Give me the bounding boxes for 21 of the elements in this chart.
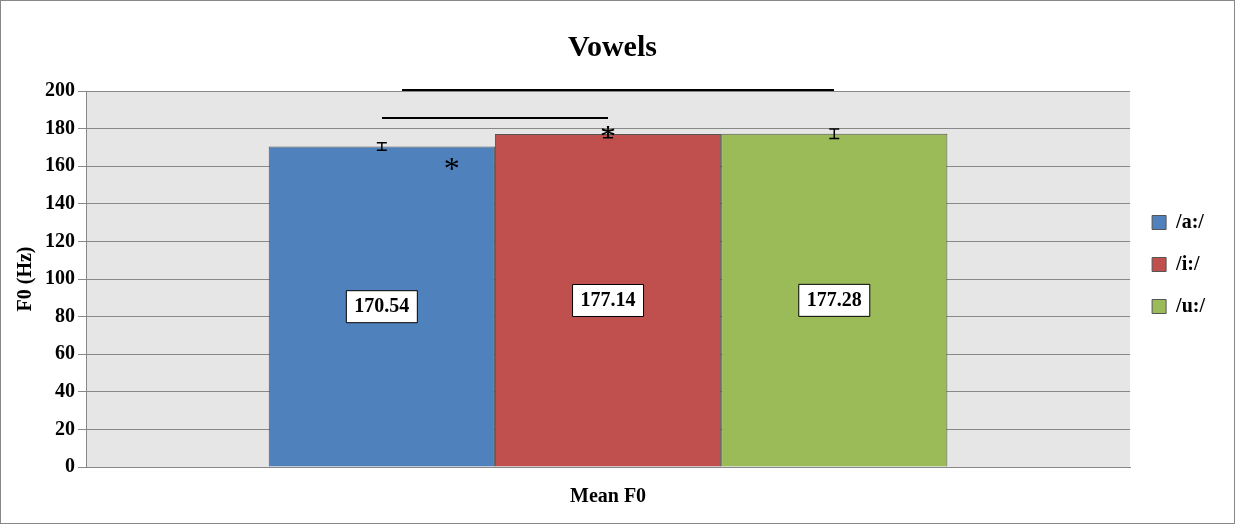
y-tick-label: 120 bbox=[45, 228, 75, 251]
y-tick-label: 20 bbox=[55, 416, 75, 439]
y-tick-label: 180 bbox=[45, 115, 75, 138]
data-label: 177.14 bbox=[580, 287, 636, 310]
y-tick-label: 60 bbox=[55, 341, 75, 364]
y-tick-label: 140 bbox=[45, 190, 75, 213]
legend-label: /a:/ bbox=[1175, 209, 1205, 232]
legend-label: /u:/ bbox=[1175, 293, 1206, 316]
y-axis-title: F0 (Hz) bbox=[13, 246, 37, 312]
data-label: 170.54 bbox=[354, 293, 410, 316]
y-tick-label: 200 bbox=[45, 78, 75, 101]
x-tick-label: Mean F0 bbox=[570, 484, 647, 507]
y-tick-label: 0 bbox=[65, 454, 75, 477]
annotation: * bbox=[443, 149, 460, 186]
y-tick-label: 40 bbox=[55, 378, 75, 401]
y-tick-label: 80 bbox=[55, 303, 75, 326]
y-tick-label: 160 bbox=[45, 153, 75, 176]
y-tick-label: 100 bbox=[45, 266, 75, 289]
chart-title: Vowels bbox=[568, 28, 657, 62]
data-label: 177.28 bbox=[806, 287, 862, 310]
legend-label: /i:/ bbox=[1175, 251, 1200, 274]
